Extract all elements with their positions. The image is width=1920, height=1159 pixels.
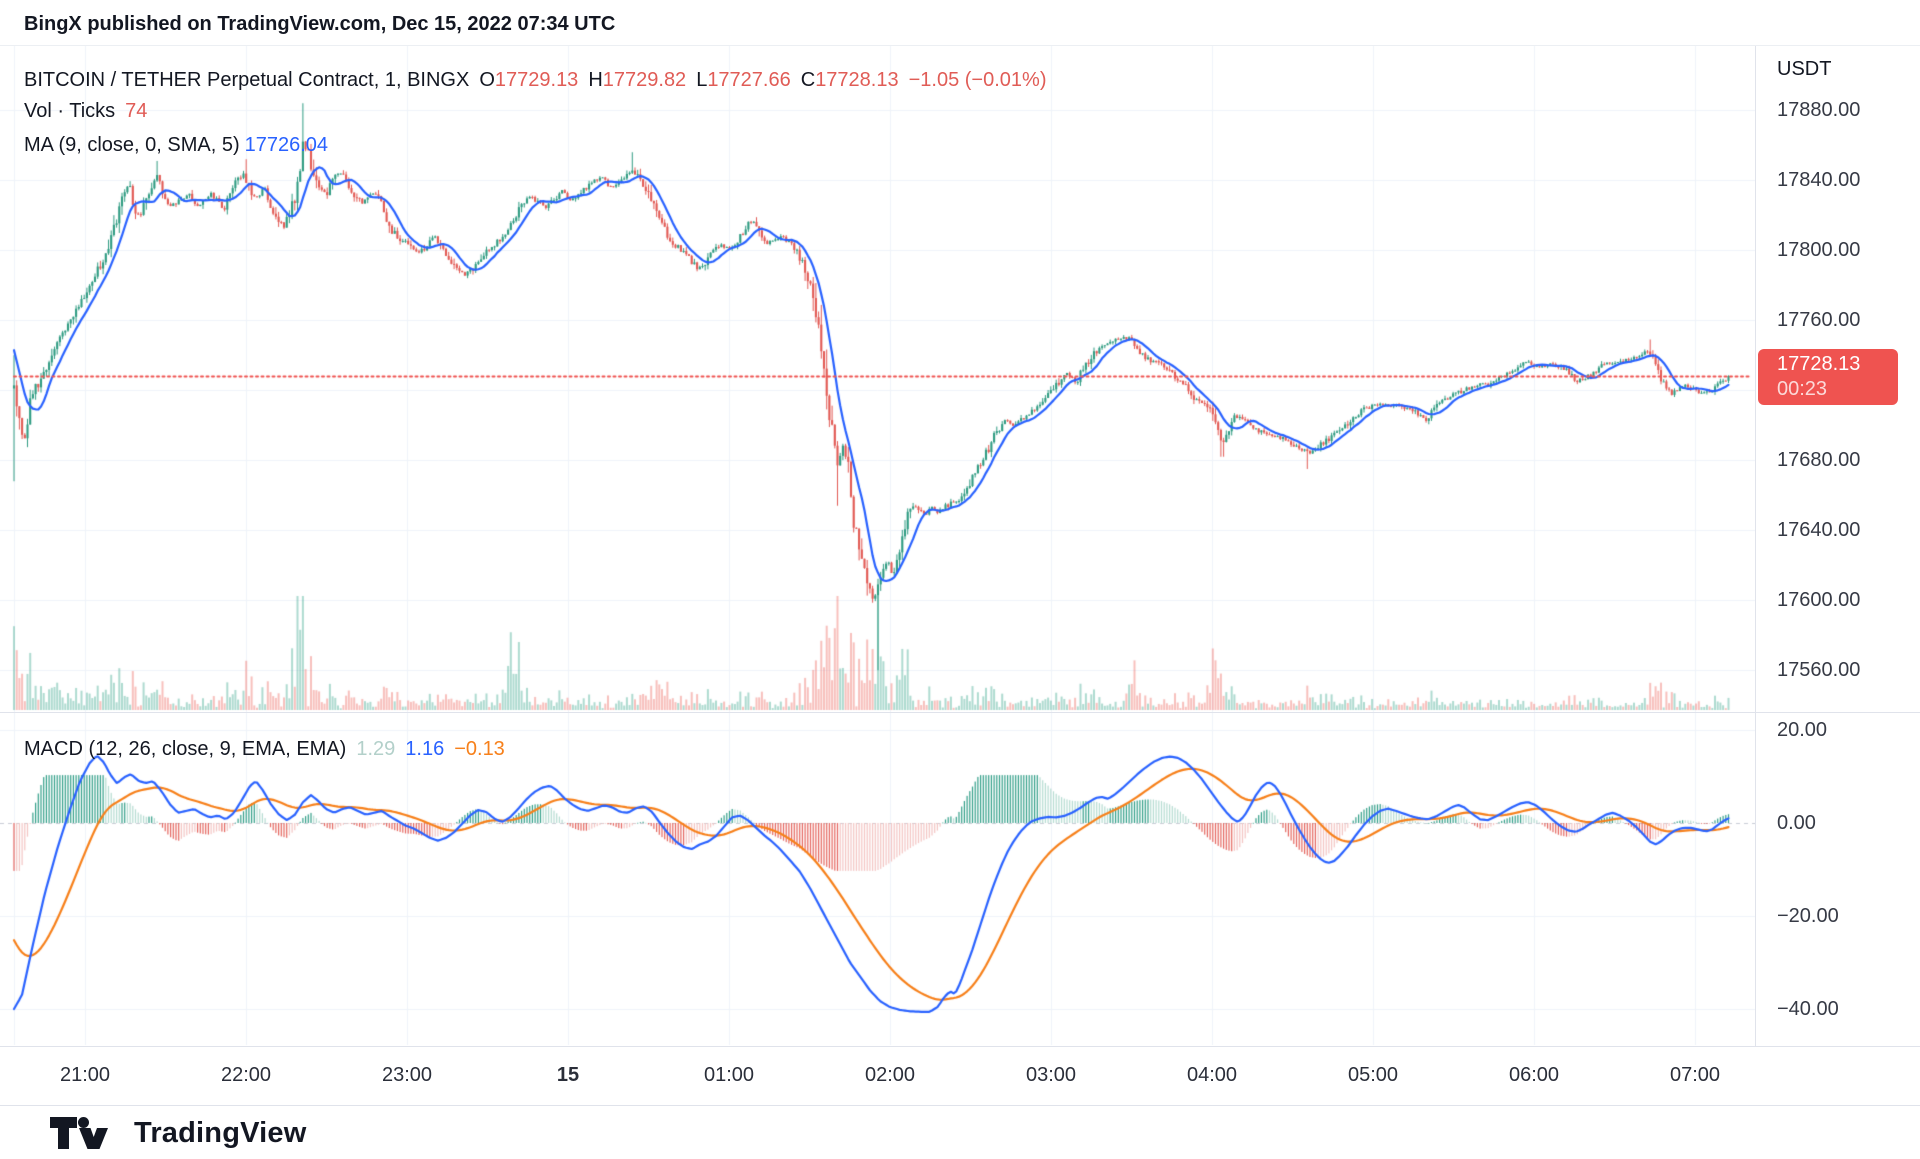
macd-legend-row[interactable]: MACD (12, 26, close, 9, EMA, EMA) 1.29 1…	[24, 736, 505, 762]
time-tick-label: 05:00	[1347, 1064, 1399, 1086]
price-tick-label: 17880.00	[1777, 99, 1861, 122]
bar-countdown: 00:23	[1777, 378, 1828, 400]
time-tick-label: 22:00	[220, 1064, 272, 1086]
publish-header: BingX published on TradingView.com, Dec …	[24, 13, 616, 35]
volume-label: Vol · Ticks	[24, 99, 116, 122]
macd-signal-value: −0.13	[454, 737, 505, 760]
time-tick-label: 23:00	[381, 1064, 433, 1086]
macd-label: MACD (12, 26, close, 9, EMA, EMA)	[24, 737, 347, 760]
macd-line-value: 1.16	[405, 737, 445, 760]
time-tick-label: 07:00	[1669, 1064, 1721, 1086]
time-axis[interactable]: 21:00 22:00 23:00 15 01:00 02:00 03:00 04:00 05:…	[0, 1046, 1920, 1106]
footer-bar: TradingView	[0, 1107, 1920, 1159]
price-tick-label: 17560.00	[1777, 659, 1861, 682]
price-tick-label: 17600.00	[1777, 589, 1861, 612]
tradingview-logo[interactable]: TradingView	[50, 1115, 307, 1151]
ma-legend-row[interactable]: MA (9, close, 0, SMA, 5) 17726.04	[24, 132, 328, 158]
high-label: H	[588, 68, 603, 91]
volume-legend-row[interactable]: Vol · Ticks 74	[24, 98, 147, 124]
macd-tick-label: 20.00	[1777, 719, 1828, 741]
macd-tick-label: 0.00	[1777, 812, 1816, 834]
ma-label: MA (9, close, 0, SMA, 5)	[24, 133, 240, 156]
header-divider	[0, 45, 1920, 46]
tradingview-wordmark: TradingView	[134, 1116, 307, 1149]
ma-value: 17726.04	[244, 133, 329, 156]
price-axis[interactable]: USDT 17880.00 17840.00 17800.00 17760.00 176…	[1755, 45, 1920, 1106]
pane-divider[interactable]	[0, 712, 1920, 713]
open-value: 17729.13	[494, 68, 579, 91]
last-price-value: 17728.13	[1777, 353, 1861, 375]
symbol-title: BITCOIN / TETHER Perpetual Contract, 1, …	[24, 68, 470, 91]
time-tick-label: 01:00	[703, 1064, 755, 1086]
close-value: 17728.13	[815, 68, 899, 91]
time-tick-label: 15	[556, 1064, 580, 1086]
time-tick-label: 21:00	[59, 1064, 111, 1086]
currency-label: USDT	[1777, 58, 1832, 80]
macd-tick-label: −40.00	[1777, 998, 1839, 1020]
low-value: 17727.66	[707, 68, 791, 91]
last-price-badge: 17728.13 00:23	[1758, 349, 1898, 405]
symbol-legend-row[interactable]: BITCOIN / TETHER Perpetual Contract, 1, …	[24, 67, 1046, 93]
tradingview-mark-icon	[50, 1117, 108, 1149]
open-label: O	[479, 68, 495, 91]
time-tick-label: 03:00	[1025, 1064, 1077, 1086]
macd-hist-value: 1.29	[356, 737, 396, 760]
price-tick-label: 17800.00	[1777, 239, 1861, 262]
time-tick-label: 06:00	[1508, 1064, 1560, 1086]
low-label: L	[696, 68, 708, 91]
change-value: −1.05 (−0.01%)	[908, 68, 1047, 91]
volume-value: 74	[125, 99, 148, 122]
macd-tick-label: −20.00	[1777, 905, 1839, 927]
price-tick-label: 17840.00	[1777, 169, 1861, 192]
price-tick-label: 17640.00	[1777, 519, 1861, 542]
price-tick-label: 17680.00	[1777, 449, 1861, 472]
price-tick-label: 17760.00	[1777, 309, 1861, 332]
time-tick-label: 02:00	[864, 1064, 916, 1086]
close-label: C	[800, 68, 816, 91]
time-tick-label: 04:00	[1186, 1064, 1238, 1086]
high-value: 17729.82	[602, 68, 687, 91]
